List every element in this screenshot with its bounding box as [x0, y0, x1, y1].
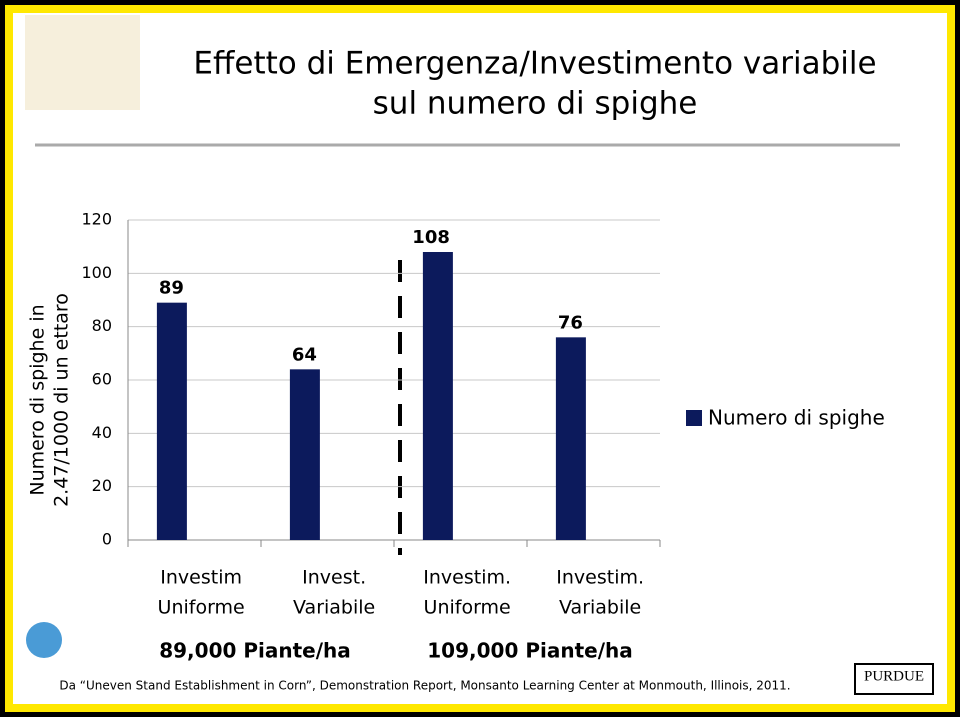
- bar: [289, 369, 320, 540]
- group-label: 109,000 Piante/ha: [427, 639, 632, 663]
- x-tick-label: Uniforme: [158, 597, 245, 619]
- y-tick-label: 20: [92, 476, 112, 495]
- x-tick-label: Variabile: [293, 597, 375, 619]
- logo-image: [25, 15, 140, 110]
- footnote: Da “Uneven Stand Establishment in Corn”,…: [59, 679, 790, 693]
- y-axis-title-line: Numero di spighe in: [27, 304, 49, 495]
- y-axis-title-line: 2.47/1000 di un ettaro: [51, 293, 73, 507]
- y-tick-label: 40: [92, 423, 112, 442]
- y-tick-label: 120: [81, 210, 112, 229]
- x-tick-label: Investim.: [556, 567, 644, 589]
- y-tick-label: 60: [92, 370, 112, 389]
- data-label: 89: [159, 278, 184, 299]
- x-tick-label: Investim.: [423, 567, 511, 589]
- x-tick-label: Investim: [160, 567, 242, 589]
- chart-title: sul numero di spighe: [373, 86, 698, 122]
- purdue-logo: [854, 663, 934, 695]
- x-tick-label: Invest.: [302, 567, 366, 589]
- y-axis-title: Numero di spighe in 2.47/1000 di un etta…: [27, 293, 73, 507]
- data-label: 76: [558, 312, 583, 333]
- legend-label: Numero di spighe: [708, 406, 885, 430]
- data-label: 108: [412, 227, 450, 248]
- data-label: 64: [292, 344, 317, 365]
- bar: [156, 302, 187, 540]
- y-tick-label: 0: [102, 530, 112, 549]
- y-tick-label: 80: [92, 316, 112, 335]
- legend-swatch: [686, 410, 702, 426]
- bar: [555, 337, 586, 540]
- purdue-logo-text: PURDUE: [864, 668, 924, 684]
- consortium-logo: [26, 622, 62, 658]
- chart-title: Effetto di Emergenza/Investimento variab…: [193, 46, 876, 82]
- bar: [422, 252, 453, 540]
- x-tick-label: Uniforme: [424, 597, 511, 619]
- x-tick-label: Variabile: [559, 597, 641, 619]
- y-tick-label: 100: [81, 263, 112, 282]
- group-label: 89,000 Piante/ha: [159, 639, 351, 663]
